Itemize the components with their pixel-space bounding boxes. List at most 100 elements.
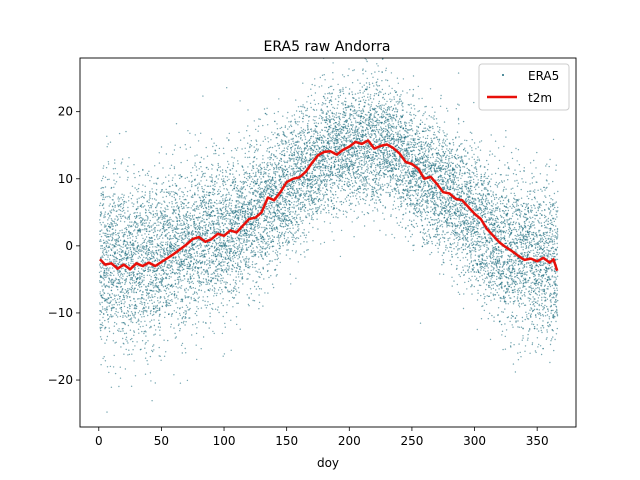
scatter-point [277, 202, 278, 203]
scatter-point [162, 280, 163, 281]
scatter-point [127, 254, 128, 255]
scatter-point [149, 275, 150, 276]
scatter-point [276, 165, 277, 166]
scatter-point [175, 242, 176, 243]
scatter-point [154, 239, 155, 240]
scatter-point [241, 219, 242, 220]
scatter-point [130, 283, 131, 284]
scatter-point [108, 298, 109, 299]
scatter-point [181, 240, 182, 241]
scatter-point [109, 197, 110, 198]
scatter-point [130, 321, 131, 322]
scatter-point [148, 266, 149, 267]
scatter-point [276, 275, 277, 276]
scatter-point [162, 266, 163, 267]
scatter-point [101, 327, 102, 328]
scatter-point [168, 224, 169, 225]
scatter-point [127, 225, 128, 226]
scatter-point [207, 156, 208, 157]
scatter-point [103, 232, 104, 233]
scatter-point [130, 244, 131, 245]
scatter-point [168, 193, 169, 194]
scatter-point [123, 244, 124, 245]
scatter-point [154, 254, 155, 255]
scatter-point [157, 243, 158, 244]
scatter-point [220, 218, 221, 219]
scatter-point [266, 191, 267, 192]
scatter-point [125, 255, 126, 256]
scatter-point [122, 338, 123, 339]
scatter-point [219, 242, 220, 243]
scatter-point [229, 241, 230, 242]
scatter-point [137, 246, 138, 247]
scatter-point [188, 227, 189, 228]
scatter-point [200, 166, 201, 167]
scatter-point [207, 235, 208, 236]
scatter-point [249, 274, 250, 275]
scatter-point [281, 139, 282, 140]
scatter-point [179, 211, 180, 212]
scatter-point [129, 257, 130, 258]
scatter-point [175, 203, 176, 204]
scatter-point [264, 186, 265, 187]
scatter-point [218, 252, 219, 253]
scatter-point [135, 317, 136, 318]
scatter-point [270, 186, 271, 187]
scatter-point [216, 250, 217, 251]
scatter-point [174, 333, 175, 334]
scatter-point [266, 256, 267, 257]
scatter-point [145, 210, 146, 211]
scatter-point [171, 238, 172, 239]
scatter-point [246, 178, 247, 179]
scatter-point [179, 216, 180, 217]
scatter-point [212, 146, 213, 147]
scatter-point [187, 266, 188, 267]
scatter-point [234, 286, 235, 287]
scatter-point [221, 289, 222, 290]
scatter-point [203, 191, 204, 192]
scatter-point [241, 249, 242, 250]
scatter-point [197, 187, 198, 188]
scatter-point [223, 178, 224, 179]
scatter-point [226, 312, 227, 313]
scatter-point [198, 209, 199, 210]
scatter-point [194, 194, 195, 195]
scatter-point [239, 202, 240, 203]
scatter-point [119, 298, 120, 299]
scatter-point [205, 278, 206, 279]
scatter-point [119, 261, 120, 262]
scatter-point [274, 259, 275, 260]
scatter-point [105, 298, 106, 299]
scatter-point [117, 289, 118, 290]
scatter-point [238, 209, 239, 210]
scatter-point [264, 167, 265, 168]
scatter-point [200, 233, 201, 234]
scatter-point [255, 282, 256, 283]
scatter-point [201, 177, 202, 178]
scatter-point [105, 177, 106, 178]
scatter-point [236, 316, 237, 317]
scatter-point [175, 337, 176, 338]
scatter-point [204, 291, 205, 292]
scatter-point [257, 242, 258, 243]
scatter-point [126, 316, 127, 317]
scatter-point [164, 250, 165, 251]
scatter-point [141, 255, 142, 256]
scatter-point [140, 229, 141, 230]
scatter-point [268, 239, 269, 240]
scatter-point [112, 221, 113, 222]
scatter-point [172, 272, 173, 273]
scatter-point [144, 194, 145, 195]
scatter-point [159, 335, 160, 336]
scatter-point [249, 175, 250, 176]
scatter-point [241, 195, 242, 196]
scatter-point [133, 315, 134, 316]
scatter-point [103, 165, 104, 166]
scatter-point [224, 353, 225, 354]
scatter-point [145, 306, 146, 307]
scatter-point [140, 273, 141, 274]
scatter-point [100, 304, 101, 305]
scatter-point [220, 280, 221, 281]
scatter-point [99, 293, 100, 294]
scatter-point [246, 229, 247, 230]
